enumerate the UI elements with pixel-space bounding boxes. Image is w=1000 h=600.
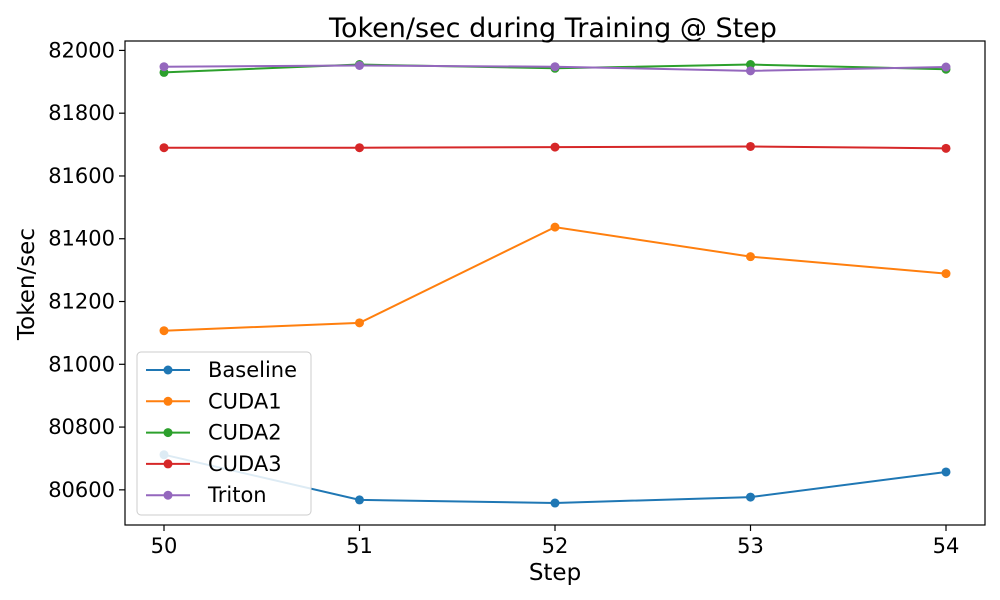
y-axis: 80600 80800 81000 81200 81400 81600 81800 82000 — [48, 38, 125, 502]
legend-item-cuda3: CUDA3 — [146, 452, 282, 476]
data-point — [550, 222, 560, 232]
legend-item-baseline: Baseline — [146, 358, 297, 382]
y-tick-label: 80600 — [48, 478, 115, 502]
data-point — [159, 143, 169, 153]
series-layer — [159, 60, 951, 508]
data-point — [746, 141, 755, 151]
y-tick-label: 81400 — [48, 227, 115, 251]
x-tick-label: 52 — [542, 534, 569, 558]
x-axis: 50 51 52 53 54 — [151, 525, 960, 558]
legend-swatch-marker — [163, 490, 173, 500]
data-point — [355, 143, 364, 153]
legend-swatch-marker — [163, 365, 173, 375]
legend-label: CUDA1 — [208, 389, 282, 413]
data-point — [355, 60, 364, 70]
legend-swatch-marker — [163, 459, 173, 469]
data-point — [746, 492, 755, 502]
legend-swatch-marker — [163, 396, 173, 406]
data-point — [550, 498, 560, 508]
legend-swatch-marker — [163, 428, 173, 438]
legend: Baseline CUDA1 CUDA2 CUDA3 Triton — [136, 351, 312, 516]
legend-label: CUDA3 — [208, 452, 282, 476]
legend-label: Triton — [207, 483, 267, 507]
legend-frame — [136, 351, 312, 516]
x-tick-label: 54 — [933, 534, 960, 558]
data-point — [159, 62, 169, 72]
data-point — [550, 142, 560, 152]
x-axis-label: Step — [529, 560, 581, 586]
y-axis-label: Token/sec — [14, 228, 40, 341]
chart-title: Token/sec during Training @ Step — [328, 13, 777, 44]
data-point — [941, 467, 951, 477]
data-point — [550, 62, 560, 72]
legend-label: Baseline — [208, 358, 297, 382]
legend-label: CUDA2 — [208, 421, 282, 445]
y-tick-label: 81200 — [48, 290, 115, 314]
data-point — [355, 318, 364, 328]
data-point — [746, 66, 755, 76]
series-cuda3 — [159, 141, 951, 153]
data-point — [746, 252, 755, 262]
x-tick-label: 51 — [346, 534, 373, 558]
data-point — [941, 143, 951, 153]
x-tick-label: 53 — [737, 534, 764, 558]
data-point — [355, 495, 364, 505]
y-tick-label: 81800 — [48, 101, 115, 125]
y-tick-label: 80800 — [48, 415, 115, 439]
y-tick-label: 82000 — [48, 38, 115, 62]
legend-item-cuda1: CUDA1 — [146, 389, 282, 413]
data-point — [941, 269, 951, 279]
legend-item-cuda2: CUDA2 — [146, 421, 282, 445]
series-cuda1 — [159, 222, 951, 336]
x-tick-label: 50 — [151, 534, 178, 558]
y-tick-label: 81000 — [48, 352, 115, 376]
data-point — [159, 326, 169, 336]
data-point — [941, 62, 951, 72]
y-tick-label: 81600 — [48, 164, 115, 188]
series-line — [163, 226, 947, 332]
data-point — [746, 60, 755, 70]
series-triton — [159, 60, 951, 76]
legend-item-triton: Triton — [146, 483, 267, 507]
